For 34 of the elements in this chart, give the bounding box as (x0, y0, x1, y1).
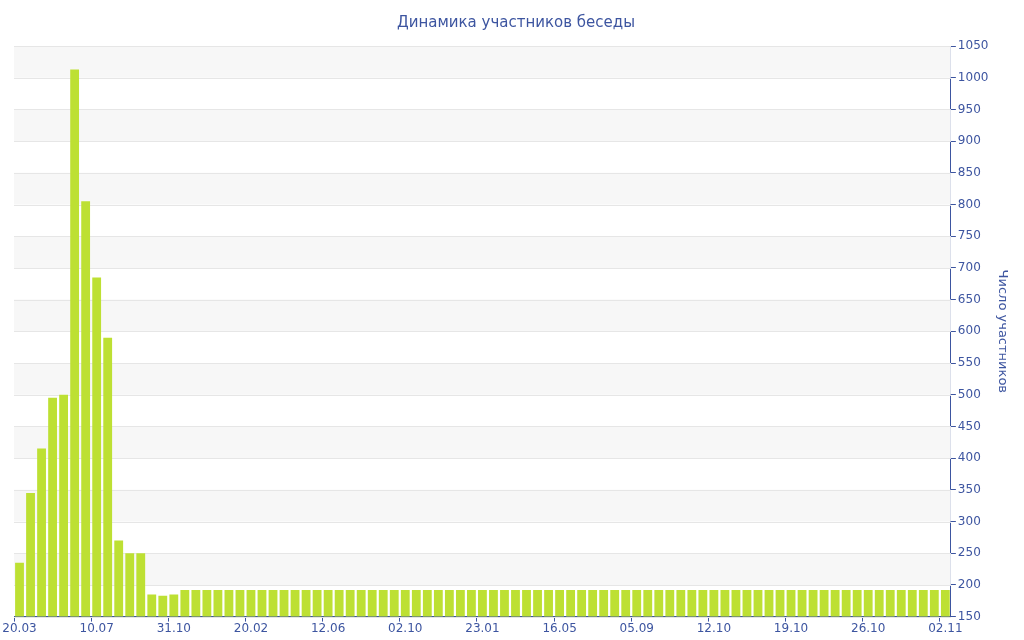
y-tick-label: 350 (957, 481, 981, 496)
y-tick-label: 500 (957, 386, 981, 401)
y-tick-label: 1000 (957, 69, 989, 84)
x-tick-label: 12.10 (696, 620, 732, 635)
x-tick-label: 05.09 (619, 620, 654, 635)
x-tick-label: 02.11 (928, 620, 963, 635)
y-tick-label: 600 (957, 323, 981, 338)
y-tick-label: 250 (957, 545, 981, 560)
y-tick-label: 1050 (957, 38, 989, 53)
x-tick-label: 19.10 (773, 620, 809, 635)
y-tick-label: 150 (957, 608, 981, 623)
x-tick-label: 12.06 (310, 620, 346, 635)
chart-title: Динамика участников беседы (396, 12, 636, 31)
y-tick-label: 650 (957, 291, 981, 306)
x-tick-label: 10.07 (79, 620, 114, 635)
x-tick-label: 16.05 (542, 620, 577, 635)
x-tick-label: 20.03 (2, 620, 37, 635)
y-tick-label: 850 (957, 164, 981, 179)
y-tick-label: 200 (957, 577, 981, 592)
x-tick-label: 23.01 (465, 620, 500, 635)
y-tick-label: 800 (957, 196, 981, 211)
y-axis-title: Число участников (995, 269, 1011, 393)
y-tick-label: 400 (957, 450, 981, 465)
y-tick-label: 900 (957, 133, 981, 148)
y-tick-label: 550 (957, 355, 981, 370)
y-tick-label: 700 (957, 260, 981, 275)
x-tick-label: 31.10 (156, 620, 191, 635)
x-tick-label: 20.02 (233, 620, 269, 635)
x-tick-label: 02.10 (388, 620, 423, 635)
y-tick-label: 950 (957, 101, 981, 116)
y-tick-label: 750 (957, 228, 981, 243)
y-tick-label: 450 (957, 418, 981, 433)
y-tick-label: 300 (957, 513, 981, 528)
x-tick-label: 26.10 (851, 620, 886, 635)
